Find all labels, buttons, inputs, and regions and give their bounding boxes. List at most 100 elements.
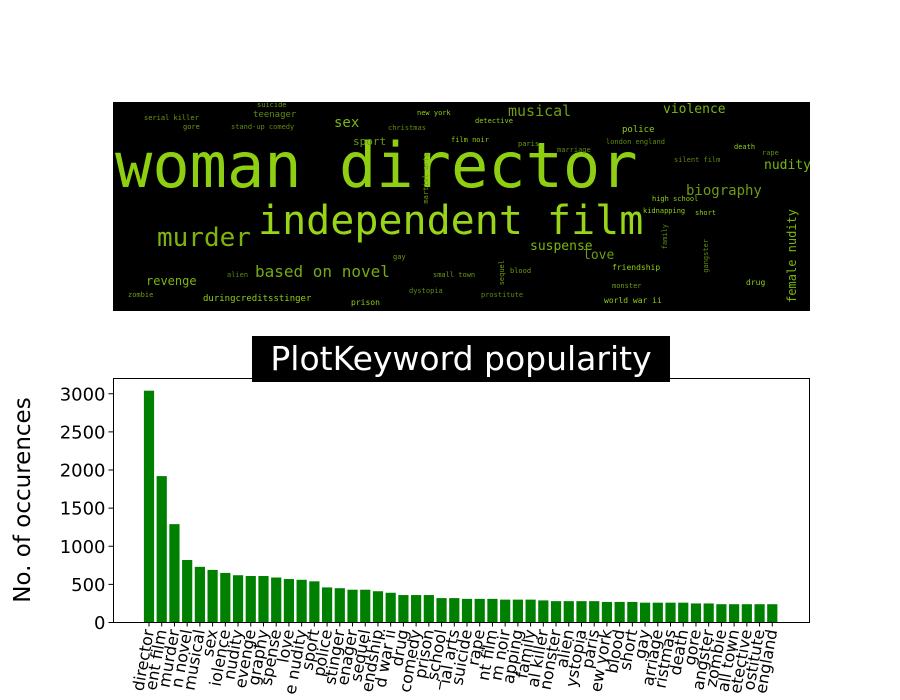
word-cloud-word: drug <box>746 277 766 287</box>
word-cloud-word: sport <box>353 135 387 149</box>
word-cloud-word: suspense <box>530 238 593 254</box>
word-cloud-word: christmas <box>388 124 426 133</box>
bar <box>639 602 651 623</box>
y-tick-label: 3000 <box>60 384 106 405</box>
bar <box>500 599 511 623</box>
plot-frame <box>113 378 810 623</box>
word-cloud-word: murder <box>157 223 251 254</box>
word-cloud-word: kidnapping <box>643 207 686 216</box>
word-cloud-word: revenge <box>146 274 197 289</box>
word-cloud-word: police <box>622 124 655 135</box>
bar <box>334 588 345 623</box>
bar <box>525 599 536 623</box>
bar <box>169 524 180 623</box>
word-cloud-word: independent film <box>258 198 644 244</box>
bar <box>449 598 460 623</box>
word-cloud-word: small town <box>433 271 476 280</box>
y-tick-label: 2500 <box>60 422 106 443</box>
bar <box>372 591 384 623</box>
bar <box>741 604 752 623</box>
y-tick-label: 500 <box>71 575 105 596</box>
bar <box>220 572 231 623</box>
bar <box>461 598 473 623</box>
word-cloud-word: teenager <box>253 109 297 120</box>
bar <box>665 602 676 623</box>
bar <box>754 604 765 623</box>
word-cloud-word: rape <box>762 149 779 158</box>
bar <box>347 589 358 623</box>
bar <box>589 601 600 623</box>
word-cloud-word: stand-up comedy <box>231 123 295 132</box>
bar <box>550 601 562 623</box>
bar <box>538 600 549 623</box>
word-cloud-word: new york <box>417 109 451 118</box>
word-cloud-word: death <box>734 143 756 152</box>
word-cloud-word: zombie <box>128 291 154 300</box>
word-cloud-word: short <box>695 209 717 218</box>
bar <box>207 569 218 623</box>
word-cloud-word: film noir <box>451 136 489 145</box>
bar <box>729 604 740 623</box>
word-cloud-word: violence <box>663 102 726 117</box>
y-tick-label: 1000 <box>60 537 106 558</box>
bar <box>563 601 574 623</box>
bar <box>576 601 587 623</box>
bar <box>767 604 778 623</box>
word-cloud-word: detective <box>475 117 513 126</box>
bar <box>258 575 269 623</box>
y-tick-label: 0 <box>94 613 105 634</box>
word-cloud-word: london england <box>606 138 666 147</box>
bar <box>321 587 333 623</box>
word-cloud-word: alien <box>227 271 249 280</box>
bar <box>436 598 447 623</box>
word-cloud-word: marriage <box>557 146 591 155</box>
word-cloud-word: woman director <box>115 129 638 203</box>
bar <box>487 598 498 623</box>
word-cloud-word: serial killer <box>144 114 199 123</box>
y-tick-label: 1500 <box>60 499 106 520</box>
bar <box>143 390 155 623</box>
bar <box>245 575 256 623</box>
word-cloud-word: prison <box>351 297 380 307</box>
word-cloud-word: suicide <box>257 102 287 110</box>
word-cloud-word: duringcreditsstinger <box>203 293 312 304</box>
word-cloud-word: silent film <box>674 156 721 165</box>
word-cloud-word: world war ii <box>604 295 662 305</box>
word-cloud-word: prostitute <box>481 291 524 300</box>
word-cloud-word: blood <box>510 267 532 276</box>
bar <box>309 581 320 623</box>
bar <box>360 589 371 623</box>
x-tick-label: sex <box>198 628 221 658</box>
word-cloud-word: friendship <box>612 262 661 272</box>
chart-title: PlotKeyword popularity <box>252 336 670 382</box>
bar <box>283 579 295 623</box>
bar <box>194 566 205 623</box>
word-cloud-word: based on novel <box>255 262 390 282</box>
bar <box>232 575 244 623</box>
bar <box>411 595 422 623</box>
bar <box>512 599 523 623</box>
y-axis-label: No. of occurences <box>10 397 36 602</box>
bar <box>156 476 167 623</box>
bar <box>398 595 409 623</box>
bar <box>474 598 485 623</box>
word-cloud-word: gore <box>183 123 200 132</box>
word-cloud-word: sex <box>334 114 360 131</box>
bar <box>601 601 613 623</box>
bar <box>690 603 702 623</box>
x-tick-label: gay <box>630 628 654 660</box>
word-cloud-word: monster <box>612 282 642 291</box>
bar <box>296 579 307 623</box>
bar <box>627 601 638 623</box>
word-cloud-word: nudity <box>764 157 810 173</box>
bar <box>678 602 689 623</box>
bar <box>652 602 663 623</box>
word-cloud-word: biography <box>686 182 762 199</box>
bar <box>703 603 714 623</box>
word-cloud-word: love <box>583 247 615 263</box>
y-tick-label: 2000 <box>60 461 106 482</box>
word-cloud-word: gay <box>393 253 406 262</box>
bar <box>423 595 434 623</box>
word-cloud: woman director independent film murder base… <box>113 102 810 311</box>
